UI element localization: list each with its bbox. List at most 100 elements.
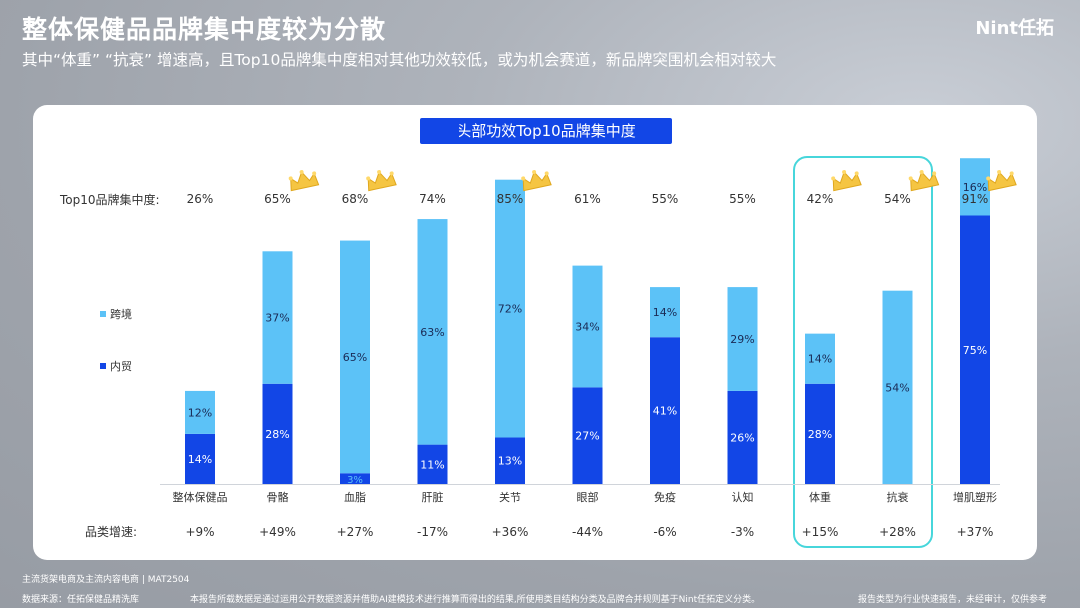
crown-icon xyxy=(521,170,552,192)
crown-jewel xyxy=(312,171,317,176)
bar-label-cross-border: 54% xyxy=(885,381,909,394)
bar-label-domestic: 11% xyxy=(420,458,444,471)
crown-jewel xyxy=(997,170,1002,175)
crown-icon xyxy=(908,170,940,192)
bar-domestic xyxy=(572,387,603,484)
growth-value: +9% xyxy=(185,525,214,539)
bar-cross-border xyxy=(960,158,990,216)
bar-cross-border xyxy=(185,390,215,434)
bar-label-domestic: 27% xyxy=(575,430,599,443)
bar-label-cross-border: 65% xyxy=(343,351,367,364)
crown-jewel xyxy=(389,171,394,176)
growth-value: -44% xyxy=(572,525,603,539)
growth-value: +36% xyxy=(492,525,529,539)
legend-swatch-domestic xyxy=(100,363,106,369)
bar-cross-border xyxy=(727,287,758,391)
bar-cross-border xyxy=(262,251,293,384)
bar-label-domestic: 75% xyxy=(963,344,987,357)
concentration-value: 42% xyxy=(807,192,834,206)
bar-domestic xyxy=(185,433,215,484)
bar-label-domestic: 28% xyxy=(265,428,289,441)
crown-jewel xyxy=(908,176,913,181)
bar-label-cross-border: 29% xyxy=(730,333,754,346)
concentration-value: 65% xyxy=(264,192,291,206)
bar-cross-border xyxy=(650,287,680,338)
bar-label-domestic: 26% xyxy=(730,431,754,444)
crown-jewel xyxy=(366,176,371,181)
bar-domestic xyxy=(495,437,525,484)
category-label: 肝脏 xyxy=(422,491,444,504)
crown-jewel xyxy=(521,176,526,181)
bar-label-cross-border: 34% xyxy=(575,320,599,333)
bar-cross-border xyxy=(495,179,525,438)
crown-icon xyxy=(288,170,320,192)
bar-label-domestic: 13% xyxy=(498,455,522,468)
crown-jewel xyxy=(532,170,537,175)
category-label: 眼部 xyxy=(577,490,599,504)
page-subtitle: 其中“体重” “抗衰” 增速高，且Top10品牌集中度相对其他功效较低，或为机会… xyxy=(22,51,777,69)
crown-jewel xyxy=(919,170,924,175)
concentration-value: 74% xyxy=(419,192,446,206)
crown-jewel xyxy=(544,171,549,176)
growth-value: -3% xyxy=(731,525,754,539)
bar-label-cross-border: 63% xyxy=(420,326,444,339)
bar-label-cross-border: 37% xyxy=(265,312,289,325)
concentration-value: 68% xyxy=(342,192,369,206)
bar-label-cross-border: 14% xyxy=(653,306,677,319)
bar-domestic xyxy=(417,444,448,484)
category-label: 关节 xyxy=(499,490,521,504)
category-label: 整体保健品 xyxy=(173,490,228,504)
growth-value: +49% xyxy=(259,525,296,539)
bar-cross-border xyxy=(572,265,603,388)
bar-domestic xyxy=(805,383,835,484)
concentration-row-label: Top10品牌集中度: xyxy=(60,193,160,207)
bar-domestic xyxy=(960,215,990,484)
concentration-value: 54% xyxy=(884,192,911,206)
crown-jewel xyxy=(288,176,293,181)
crown-jewel xyxy=(299,170,304,175)
crown-icon xyxy=(366,170,397,192)
legend-label-domestic: 内贸 xyxy=(110,360,132,373)
concentration-value: 26% xyxy=(187,192,214,206)
category-label: 抗衰 xyxy=(887,490,909,504)
bar-label-domestic: 28% xyxy=(808,428,832,441)
footer-source: 数据来源：任拓保健品精洗库 xyxy=(22,595,140,605)
bar-domestic xyxy=(650,337,680,484)
legend-item-domestic: 内贸 xyxy=(100,358,132,374)
bar-label-domestic: 3% xyxy=(347,475,363,486)
growth-value: +37% xyxy=(957,525,994,539)
bar-domestic xyxy=(727,390,758,484)
category-label: 血脂 xyxy=(344,490,366,504)
bar-label-cross-border: 12% xyxy=(188,406,212,419)
concentration-value: 61% xyxy=(574,192,601,206)
bar-domestic xyxy=(262,383,293,484)
crown-jewel xyxy=(854,171,859,176)
bar-label-cross-border: 14% xyxy=(808,353,832,366)
bar-label-domestic: 14% xyxy=(188,453,212,466)
concentration-value: 55% xyxy=(729,192,756,206)
bar-label-cross-border: 72% xyxy=(498,303,522,316)
brand-logo: Nint任拓 xyxy=(975,18,1054,39)
page-title: 整体保健品品牌集中度较为分散 xyxy=(22,15,387,44)
crown-jewel xyxy=(842,170,847,175)
footer-note: 报告类型为行业快速报告，未经审计，仅供参考 xyxy=(858,595,1048,605)
legend-swatch-cross-border xyxy=(100,311,106,317)
crown-jewel xyxy=(1009,171,1014,176)
bar-cross-border xyxy=(417,219,448,445)
category-label: 增肌塑形 xyxy=(953,490,997,504)
legend-label-cross-border: 跨境 xyxy=(110,308,132,321)
growth-value: -6% xyxy=(653,525,676,539)
category-label: 免疫 xyxy=(654,490,676,504)
crown-jewel xyxy=(831,176,836,181)
crown-icon xyxy=(831,170,862,192)
growth-value: +28% xyxy=(879,525,916,539)
category-label: 认知 xyxy=(732,490,754,504)
legend-item-cross-border: 跨境 xyxy=(100,306,132,322)
crown-jewel xyxy=(377,170,382,175)
bar-cross-border xyxy=(340,240,370,474)
growth-value: +15% xyxy=(802,525,839,539)
concentration-value: 91% xyxy=(962,192,989,206)
concentration-value: 55% xyxy=(652,192,679,206)
bar-label-cross-border: 16% xyxy=(963,181,987,194)
